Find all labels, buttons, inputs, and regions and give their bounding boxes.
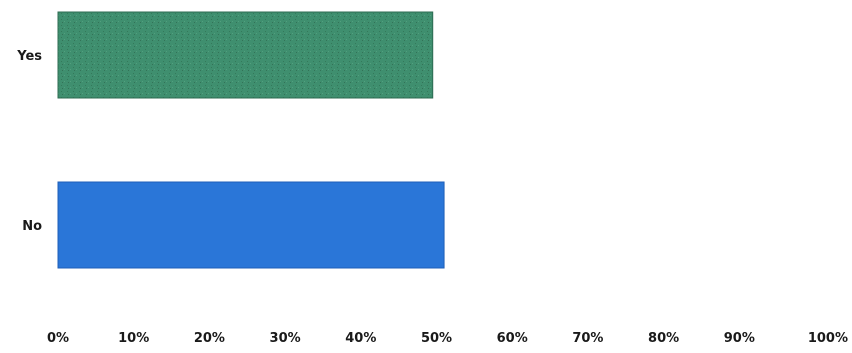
x-tick-label: 10% bbox=[118, 331, 149, 346]
x-tick-label: 40% bbox=[345, 331, 376, 346]
x-tick-label: 0% bbox=[47, 331, 69, 346]
x-tick-label: 20% bbox=[194, 331, 225, 346]
bars-layer bbox=[57, 11, 445, 269]
x-tick-label: 100% bbox=[808, 331, 848, 346]
bar-yes bbox=[57, 11, 434, 99]
x-tick-label: 70% bbox=[572, 331, 603, 346]
category-labels: Yes No bbox=[16, 49, 42, 234]
x-tick-label: 30% bbox=[270, 331, 301, 346]
x-tick-label: 80% bbox=[648, 331, 679, 346]
bar-no bbox=[57, 181, 445, 269]
x-axis-tick-labels: 0% 10% 20% 30% 40% 50% 60% 70% 80% 90% 100% bbox=[47, 331, 848, 346]
category-label-no: No bbox=[22, 219, 42, 234]
x-tick-label: 90% bbox=[724, 331, 755, 346]
x-tick-label: 60% bbox=[497, 331, 528, 346]
x-tick-label: 50% bbox=[421, 331, 452, 346]
category-label-yes: Yes bbox=[16, 49, 42, 64]
